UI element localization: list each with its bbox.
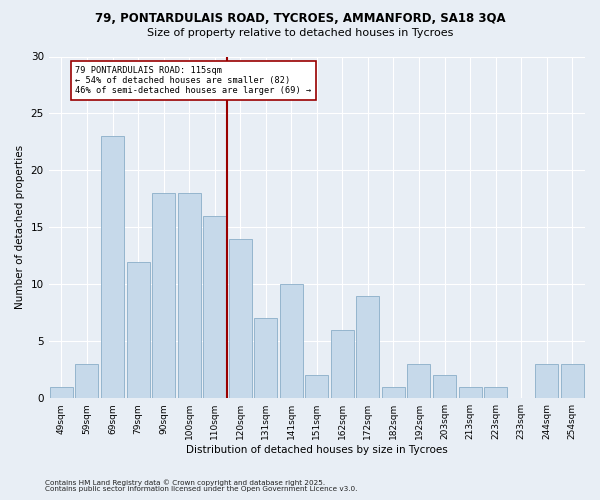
X-axis label: Distribution of detached houses by size in Tycroes: Distribution of detached houses by size …	[186, 445, 448, 455]
Bar	[484, 387, 507, 398]
Bar	[178, 193, 200, 398]
Bar	[305, 376, 328, 398]
Text: 79, PONTARDULAIS ROAD, TYCROES, AMMANFORD, SA18 3QA: 79, PONTARDULAIS ROAD, TYCROES, AMMANFOR…	[95, 12, 505, 26]
Y-axis label: Number of detached properties: Number of detached properties	[15, 146, 25, 310]
Bar	[458, 387, 482, 398]
Bar	[561, 364, 584, 398]
Bar	[407, 364, 430, 398]
Bar	[433, 376, 456, 398]
Bar	[331, 330, 354, 398]
Bar	[382, 387, 405, 398]
Bar	[229, 238, 252, 398]
Bar	[76, 364, 98, 398]
Bar	[254, 318, 277, 398]
Bar	[50, 387, 73, 398]
Bar	[280, 284, 303, 398]
Bar	[127, 262, 149, 398]
Bar	[203, 216, 226, 398]
Bar	[152, 193, 175, 398]
Text: 79 PONTARDULAIS ROAD: 115sqm
← 54% of detached houses are smaller (82)
46% of se: 79 PONTARDULAIS ROAD: 115sqm ← 54% of de…	[76, 66, 312, 96]
Bar	[356, 296, 379, 398]
Text: Contains HM Land Registry data © Crown copyright and database right 2025.
Contai: Contains HM Land Registry data © Crown c…	[45, 479, 358, 492]
Bar	[101, 136, 124, 398]
Bar	[535, 364, 558, 398]
Text: Size of property relative to detached houses in Tycroes: Size of property relative to detached ho…	[147, 28, 453, 38]
